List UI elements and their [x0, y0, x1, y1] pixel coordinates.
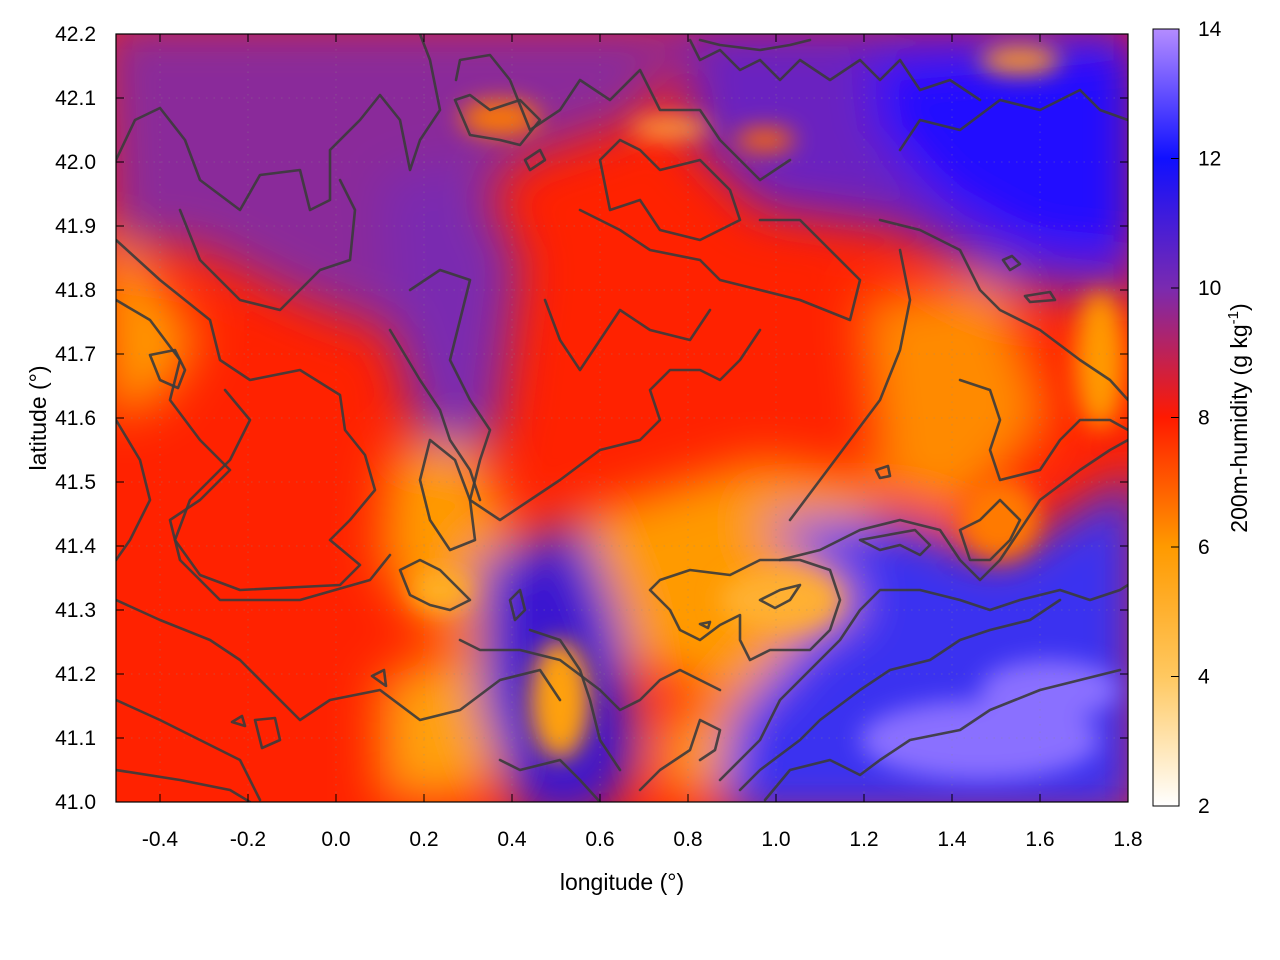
contour-line: [528, 628, 622, 772]
contour-line: [598, 138, 742, 242]
contour-line: [148, 348, 187, 390]
y-tick-label: 42.0: [55, 151, 96, 174]
y-axis-title: latitude (°): [25, 365, 51, 470]
contour-line: [763, 668, 1122, 802]
contour-line: [878, 218, 1128, 402]
contour-line: [758, 583, 802, 610]
contour-line: [1001, 254, 1022, 272]
terrain-contours: [116, 34, 1128, 802]
colorbar-title-main: 200m-humidity (g kg: [1226, 324, 1252, 532]
x-tick-label: 0.2: [409, 828, 438, 851]
contour-line: [874, 464, 892, 480]
contour-line: [253, 716, 282, 750]
y-tick-label: 41.8: [55, 279, 96, 302]
colorbar-tick-label: 4: [1198, 666, 1210, 689]
colorbar-title: 200m-humidity (g kg-1): [1225, 303, 1252, 532]
y-axis: 41.0 41.1 41.2 41.3 41.4 41.5 41.6 41.7 41.8 41.9…: [55, 23, 1128, 814]
x-tick-label: 1.0: [761, 828, 790, 851]
colorbar-title-exponent: -1: [1225, 311, 1242, 324]
contour-line: [116, 418, 152, 562]
contour-line: [718, 583, 1128, 782]
contour-line: [116, 598, 562, 722]
x-tick-label: 0.0: [321, 828, 350, 851]
contour-line: [688, 38, 982, 102]
contour-line: [370, 668, 388, 688]
colorbar-tick-label: 2: [1198, 795, 1210, 818]
x-tick-label: 0.6: [585, 828, 614, 851]
y-tick-label: 41.4: [55, 535, 96, 558]
contour-line: [116, 238, 377, 592]
contour-line: [116, 34, 442, 212]
contour-line: [638, 718, 722, 792]
x-tick-label: 1.6: [1025, 828, 1054, 851]
contour-line: [458, 638, 722, 712]
contour-line: [498, 758, 602, 802]
contour-line: [418, 438, 477, 552]
colorbar-tick-label: 14: [1198, 18, 1222, 41]
x-tick-label: -0.4: [142, 828, 179, 851]
contour-line: [578, 208, 862, 322]
contour-line: [408, 268, 762, 522]
contour-line: [648, 558, 842, 662]
colorbar-title-close: ): [1226, 303, 1252, 311]
x-tick-label: 1.4: [937, 828, 967, 851]
y-tick-label: 42.2: [55, 23, 96, 46]
contour-line: [388, 328, 482, 502]
y-tick-label: 41.6: [55, 407, 96, 430]
x-tick-label: 1.8: [1113, 828, 1142, 851]
y-tick-label: 41.3: [55, 599, 96, 622]
y-tick-label: 41.5: [55, 471, 96, 494]
contour-line: [508, 588, 527, 622]
contour-line: [698, 38, 812, 52]
contour-line: [958, 498, 1022, 562]
contour-line: [453, 93, 542, 147]
contour-line: [958, 378, 1128, 482]
contour-line: [543, 298, 712, 372]
colorbar-tick-label: 10: [1198, 277, 1221, 300]
x-tick-label: -0.2: [230, 828, 266, 851]
colorbar-tick-label: 6: [1198, 536, 1210, 559]
contour-line: [116, 698, 262, 802]
contour-line: [898, 88, 1128, 152]
contour-line: [858, 528, 932, 557]
contour-line: [178, 178, 357, 312]
y-tick-label: 41.2: [55, 663, 96, 686]
contour-line: [230, 714, 247, 728]
y-tick-label: 41.1: [55, 727, 96, 750]
x-tick-label: 0.4: [497, 828, 527, 851]
contour-line: [778, 438, 1128, 582]
humidity-field: [116, 34, 1128, 802]
x-tick-label: 0.8: [673, 828, 702, 851]
y-tick-label: 41.7: [55, 343, 96, 366]
contour-line: [698, 620, 712, 630]
x-axis: -0.4 -0.2 0.0 0.2 0.4 0.6 0.8 1.0 1.2 1.4 1.6 1.8: [142, 34, 1143, 851]
contour-line: [788, 248, 912, 522]
y-tick-label: 41.9: [55, 215, 96, 238]
contour-line: [398, 558, 472, 612]
y-tick-label: 41.0: [55, 791, 96, 814]
contour-line: [738, 598, 1062, 792]
contour-line: [1023, 290, 1057, 304]
colorbar-tick-label: 12: [1198, 148, 1221, 171]
x-axis-title: longitude (°): [560, 869, 684, 895]
contour-line: [523, 148, 547, 172]
x-tick-label: 1.2: [849, 828, 878, 851]
y-tick-label: 42.1: [55, 87, 96, 110]
colorbar-tick-label: 8: [1198, 407, 1210, 430]
colorbar-ticks: 2 4 6 8 10 12 14: [1171, 18, 1222, 818]
contour-line: [116, 768, 252, 802]
contour-line: [454, 53, 792, 182]
